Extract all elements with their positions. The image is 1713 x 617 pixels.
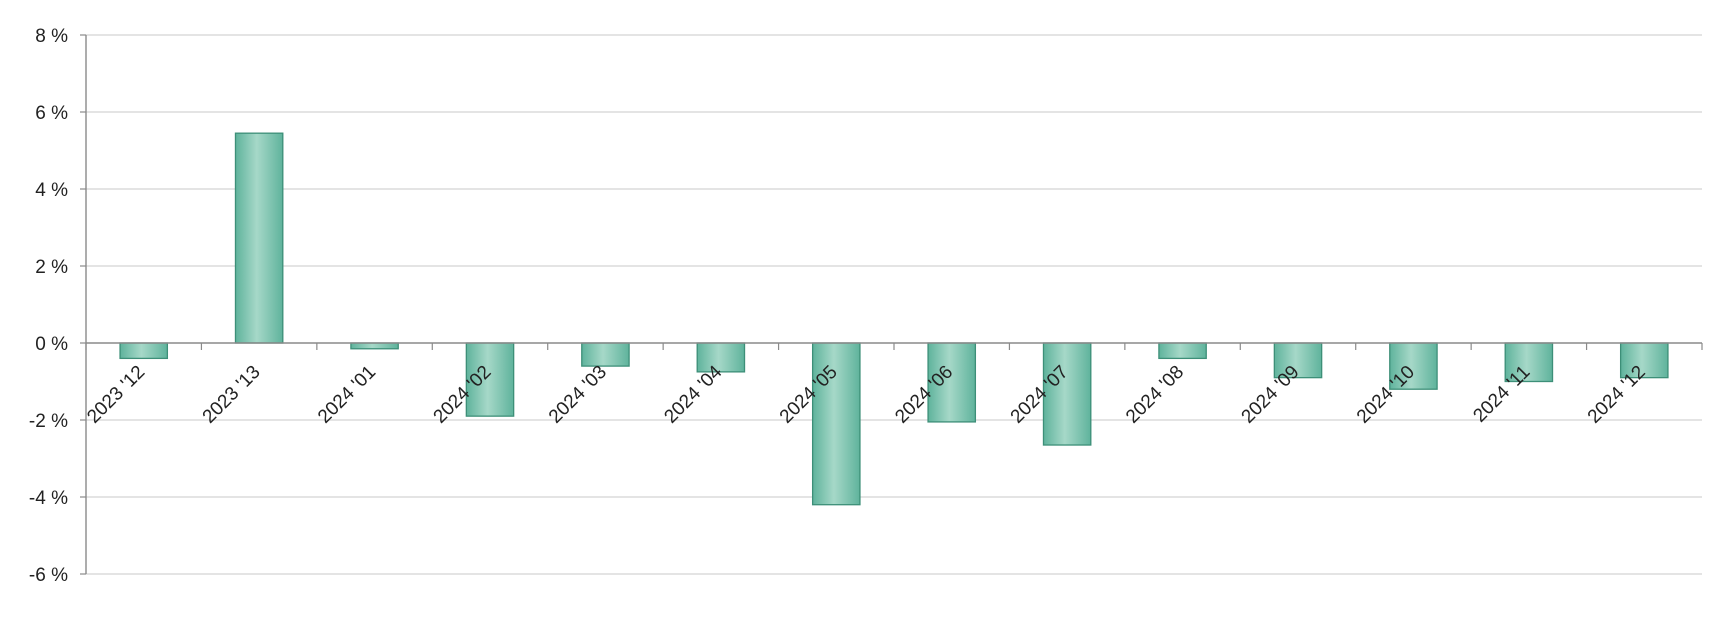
y-tick-label: 6 % — [35, 103, 68, 124]
y-tick-label: 0 % — [35, 334, 68, 355]
x-tick-label: 2024 '11 — [1469, 362, 1534, 427]
bar — [811, 342, 861, 506]
y-tick-label: -2 % — [29, 411, 68, 432]
y-tick-labels: 8 % 6 % 4 % 2 % 0 % -2 % -4 % -6 % — [29, 26, 68, 586]
bar — [1389, 342, 1438, 390]
x-tick-label: 2024 '03 — [545, 362, 611, 428]
axes — [85, 35, 1703, 574]
x-tick-label: 2024 '04 — [660, 361, 726, 427]
bar — [234, 132, 284, 344]
bar — [350, 342, 399, 350]
x-tick-label: 2024 '01 — [314, 362, 380, 428]
bar — [927, 342, 977, 423]
x-tick-label: 2024 '08 — [1122, 362, 1188, 428]
y-tick-label: 8 % — [35, 26, 68, 47]
x-tick-label: 2024 '12 — [1584, 362, 1650, 428]
x-tick-label: 2024 '09 — [1238, 362, 1304, 428]
bar — [1273, 342, 1323, 379]
bar — [1619, 342, 1669, 379]
x-tick-label: 2023 '12 — [83, 362, 149, 428]
y-tick-label: 2 % — [35, 257, 68, 278]
bar — [696, 342, 746, 373]
bar — [119, 342, 169, 360]
bars — [119, 132, 1669, 506]
y-tick-label: -6 % — [29, 565, 68, 586]
bar — [581, 342, 630, 367]
bar — [465, 342, 515, 417]
y-tick-label: -4 % — [29, 488, 68, 509]
bar — [1042, 342, 1092, 446]
x-tick-label: 2023 '13 — [199, 362, 265, 428]
y-tick-label: 4 % — [35, 180, 68, 201]
grid-lines — [80, 34, 1702, 575]
bar — [1158, 342, 1207, 360]
x-tick-label: 2024 '10 — [1353, 362, 1419, 428]
